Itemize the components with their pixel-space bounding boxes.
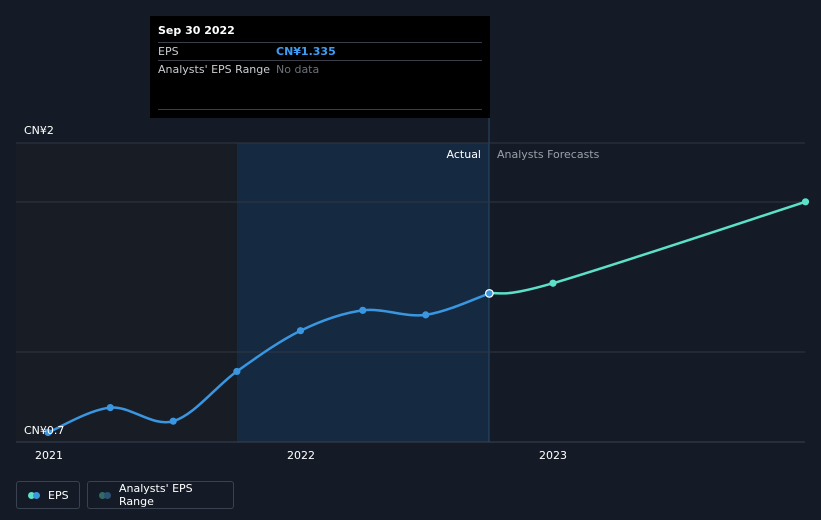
legend-range-label: Analysts' EPS Range [119,482,193,508]
legend-eps-button[interactable]: EPS [16,481,80,509]
legend-range-button[interactable]: Analysts' EPS Range [87,481,234,509]
eps-data-point[interactable] [422,311,430,319]
x-tick-label: 2021 [35,449,63,462]
x-tick-label: 2023 [539,449,567,462]
tooltip-eps-value: CN¥1.335 [276,45,336,58]
eps-data-point[interactable] [169,417,177,425]
y-top-label: CN¥2 [24,124,54,137]
tooltip-eps-row: EPS CN¥1.335 [158,42,482,60]
x-tick-label: 2022 [287,449,315,462]
eps-data-point[interactable] [359,306,367,314]
eps-forecast-point[interactable] [801,198,810,206]
tooltip-divider [158,109,482,110]
eps-data-point[interactable] [44,428,52,437]
tooltip-date: Sep 30 2022 [158,24,235,37]
past-shading [16,143,237,442]
tooltip-eps-label: EPS [158,45,179,58]
eps-data-point[interactable] [484,288,494,298]
actual-label: Actual [447,148,481,161]
eps-data-point[interactable] [233,367,241,376]
eps-data-point[interactable] [106,404,114,412]
legend-eps-label: EPS [48,488,69,502]
tooltip-range-row: Analysts' EPS Range No data [158,60,482,78]
range-legend-icon [99,491,111,499]
tooltip: Sep 30 2022 EPS CN¥1.335 Analysts' EPS R… [150,16,490,118]
eps-forecast-point[interactable] [549,279,557,287]
eps-actual-line [47,292,490,434]
eps-legend-icon [28,491,40,499]
actual-shading [237,143,489,442]
eps-forecast-line [489,200,806,295]
y-bottom-label: CN¥0.7 [24,424,64,437]
eps-data-point[interactable] [296,327,305,335]
tooltip-range-label: Analysts' EPS Range [158,63,271,76]
tooltip-range-value: No data [276,63,320,76]
forecast-label: Analysts Forecasts [497,148,600,161]
